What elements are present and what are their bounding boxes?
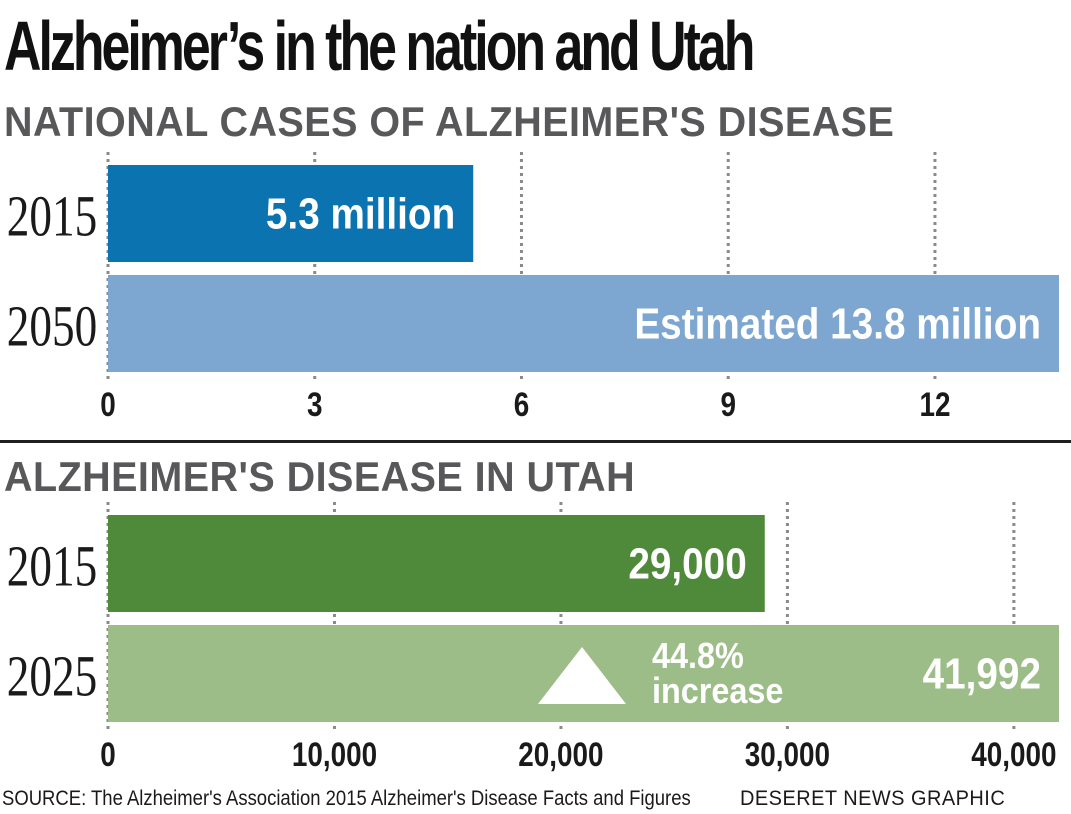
national-tick-label: 12: [919, 385, 950, 423]
national-tick-label: 3: [307, 385, 323, 423]
national-category-label-2050: 2050: [7, 295, 97, 359]
national-bar-2050: [108, 275, 1059, 372]
utah-tick-label: 0: [100, 735, 116, 773]
utah-category-label-2015: 2015: [7, 535, 97, 599]
national-bar-label-2015: 5.3 million: [266, 188, 455, 238]
increase-word-label: increase: [652, 671, 783, 711]
section-divider: [0, 440, 1071, 443]
utah-tick-label: 40,000: [971, 735, 1056, 773]
main-title: Alzheimer’s in the nation and Utah: [4, 7, 755, 85]
national-bar-label-2050: Estimated 13.8 million: [634, 298, 1041, 348]
utah-tick-label: 30,000: [745, 735, 830, 773]
national-chart-title: NATIONAL CASES OF ALZHEIMER'S DISEASE: [4, 98, 895, 145]
up-triangle-icon: [538, 647, 626, 704]
utah-tick-label: 10,000: [292, 735, 377, 773]
national-tick-label: 9: [720, 385, 736, 423]
utah-bar-label-2025: 41,992: [923, 648, 1041, 698]
graphic-credit: DESERET NEWS GRAPHIC: [740, 787, 1006, 810]
source-note: SOURCE: The Alzheimer's Association 2015…: [2, 787, 691, 810]
utah-category-label-2025: 2025: [7, 645, 97, 709]
national-tick-label: 0: [100, 385, 116, 423]
national-cases-chart: 5.3 million 2015 Estimated 13.8 million 205…: [7, 152, 1059, 424]
utah-tick-label: 20,000: [518, 735, 603, 773]
national-tick-label: 6: [514, 385, 530, 423]
national-bar-2015: [108, 165, 474, 262]
utah-bar-label-2015: 29,000: [628, 538, 746, 588]
increase-percent-label: 44.8%: [652, 636, 744, 676]
national-category-label-2015: 2015: [7, 185, 97, 249]
utah-bar-2015: [108, 515, 765, 612]
utah-chart-title: ALZHEIMER'S DISEASE IN UTAH: [4, 453, 636, 500]
